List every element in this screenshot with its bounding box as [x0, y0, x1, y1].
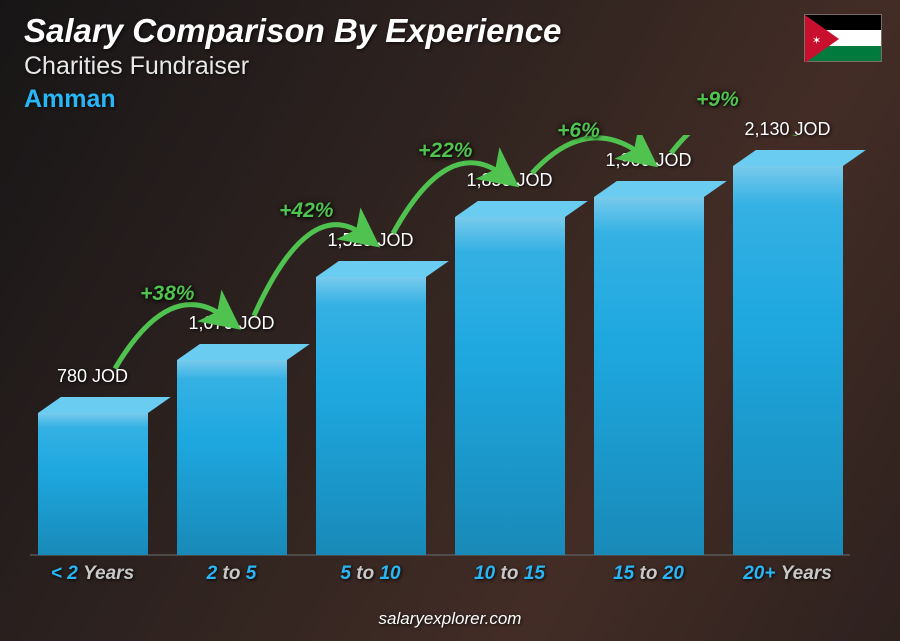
x-axis-label: 5 to 10: [308, 563, 433, 585]
bar-col: 2,130 JOD: [725, 119, 850, 555]
chart-title: Salary Comparison By Experience: [24, 12, 876, 50]
bar: [177, 360, 287, 555]
x-axis-label: < 2 Years: [30, 563, 155, 585]
x-axis-label: 15 to 20: [586, 563, 711, 585]
flag-star-icon: ✶: [812, 34, 821, 47]
bar-top-face: [177, 344, 310, 360]
bar: [733, 166, 843, 555]
bar-value-label: 1,070 JOD: [188, 313, 274, 334]
increase-badge: +6%: [557, 119, 600, 143]
bar-top-face: [594, 181, 727, 197]
increase-badge: +9%: [696, 88, 739, 112]
bar-top-face: [455, 201, 588, 217]
bar-value-label: 1,850 JOD: [466, 170, 552, 191]
bar-value-label: 1,520 JOD: [327, 230, 413, 251]
flag-triangle: [805, 15, 839, 63]
bar: [316, 277, 426, 555]
bar: [38, 413, 148, 555]
chart-location: Amman: [24, 85, 876, 114]
increase-badge: +38%: [140, 282, 194, 306]
bar-col: 1,960 JOD: [586, 150, 711, 555]
bar-top-face: [316, 261, 449, 277]
bar-top-face: [38, 397, 171, 413]
bar-value-label: 780 JOD: [57, 366, 128, 387]
bar: [455, 217, 565, 555]
x-axis-label: 10 to 15: [447, 563, 572, 585]
bar-col: 780 JOD: [30, 366, 155, 555]
footer-attribution: salaryexplorer.com: [0, 609, 900, 629]
x-axis-label: 2 to 5: [169, 563, 294, 585]
bar-col: 1,520 JOD: [308, 230, 433, 555]
x-axis-label: 20+ Years: [725, 563, 850, 585]
bar-col: 1,070 JOD: [169, 313, 294, 555]
increase-badge: +22%: [418, 139, 472, 163]
chart-subtitle: Charities Fundraiser: [24, 52, 876, 81]
bar-top-face: [733, 150, 866, 166]
bar: [594, 197, 704, 555]
country-flag-jordan: ✶: [804, 14, 882, 62]
bar-value-label: 1,960 JOD: [605, 150, 691, 171]
bar-value-label: 2,130 JOD: [744, 119, 830, 140]
chart-area: 780 JOD 1,070 JOD 1,520 JOD 1,850 JOD 1,960 …: [30, 135, 850, 585]
increase-badge: +42%: [279, 199, 333, 223]
x-axis: < 2 Years 2 to 5 5 to 10 10 to 15 15 to 20 20…: [30, 563, 850, 585]
header: Salary Comparison By Experience Charitie…: [24, 12, 876, 114]
bar-col: 1,850 JOD: [447, 170, 572, 555]
bars-container: 780 JOD 1,070 JOD 1,520 JOD 1,850 JOD 1,960 …: [30, 135, 850, 555]
